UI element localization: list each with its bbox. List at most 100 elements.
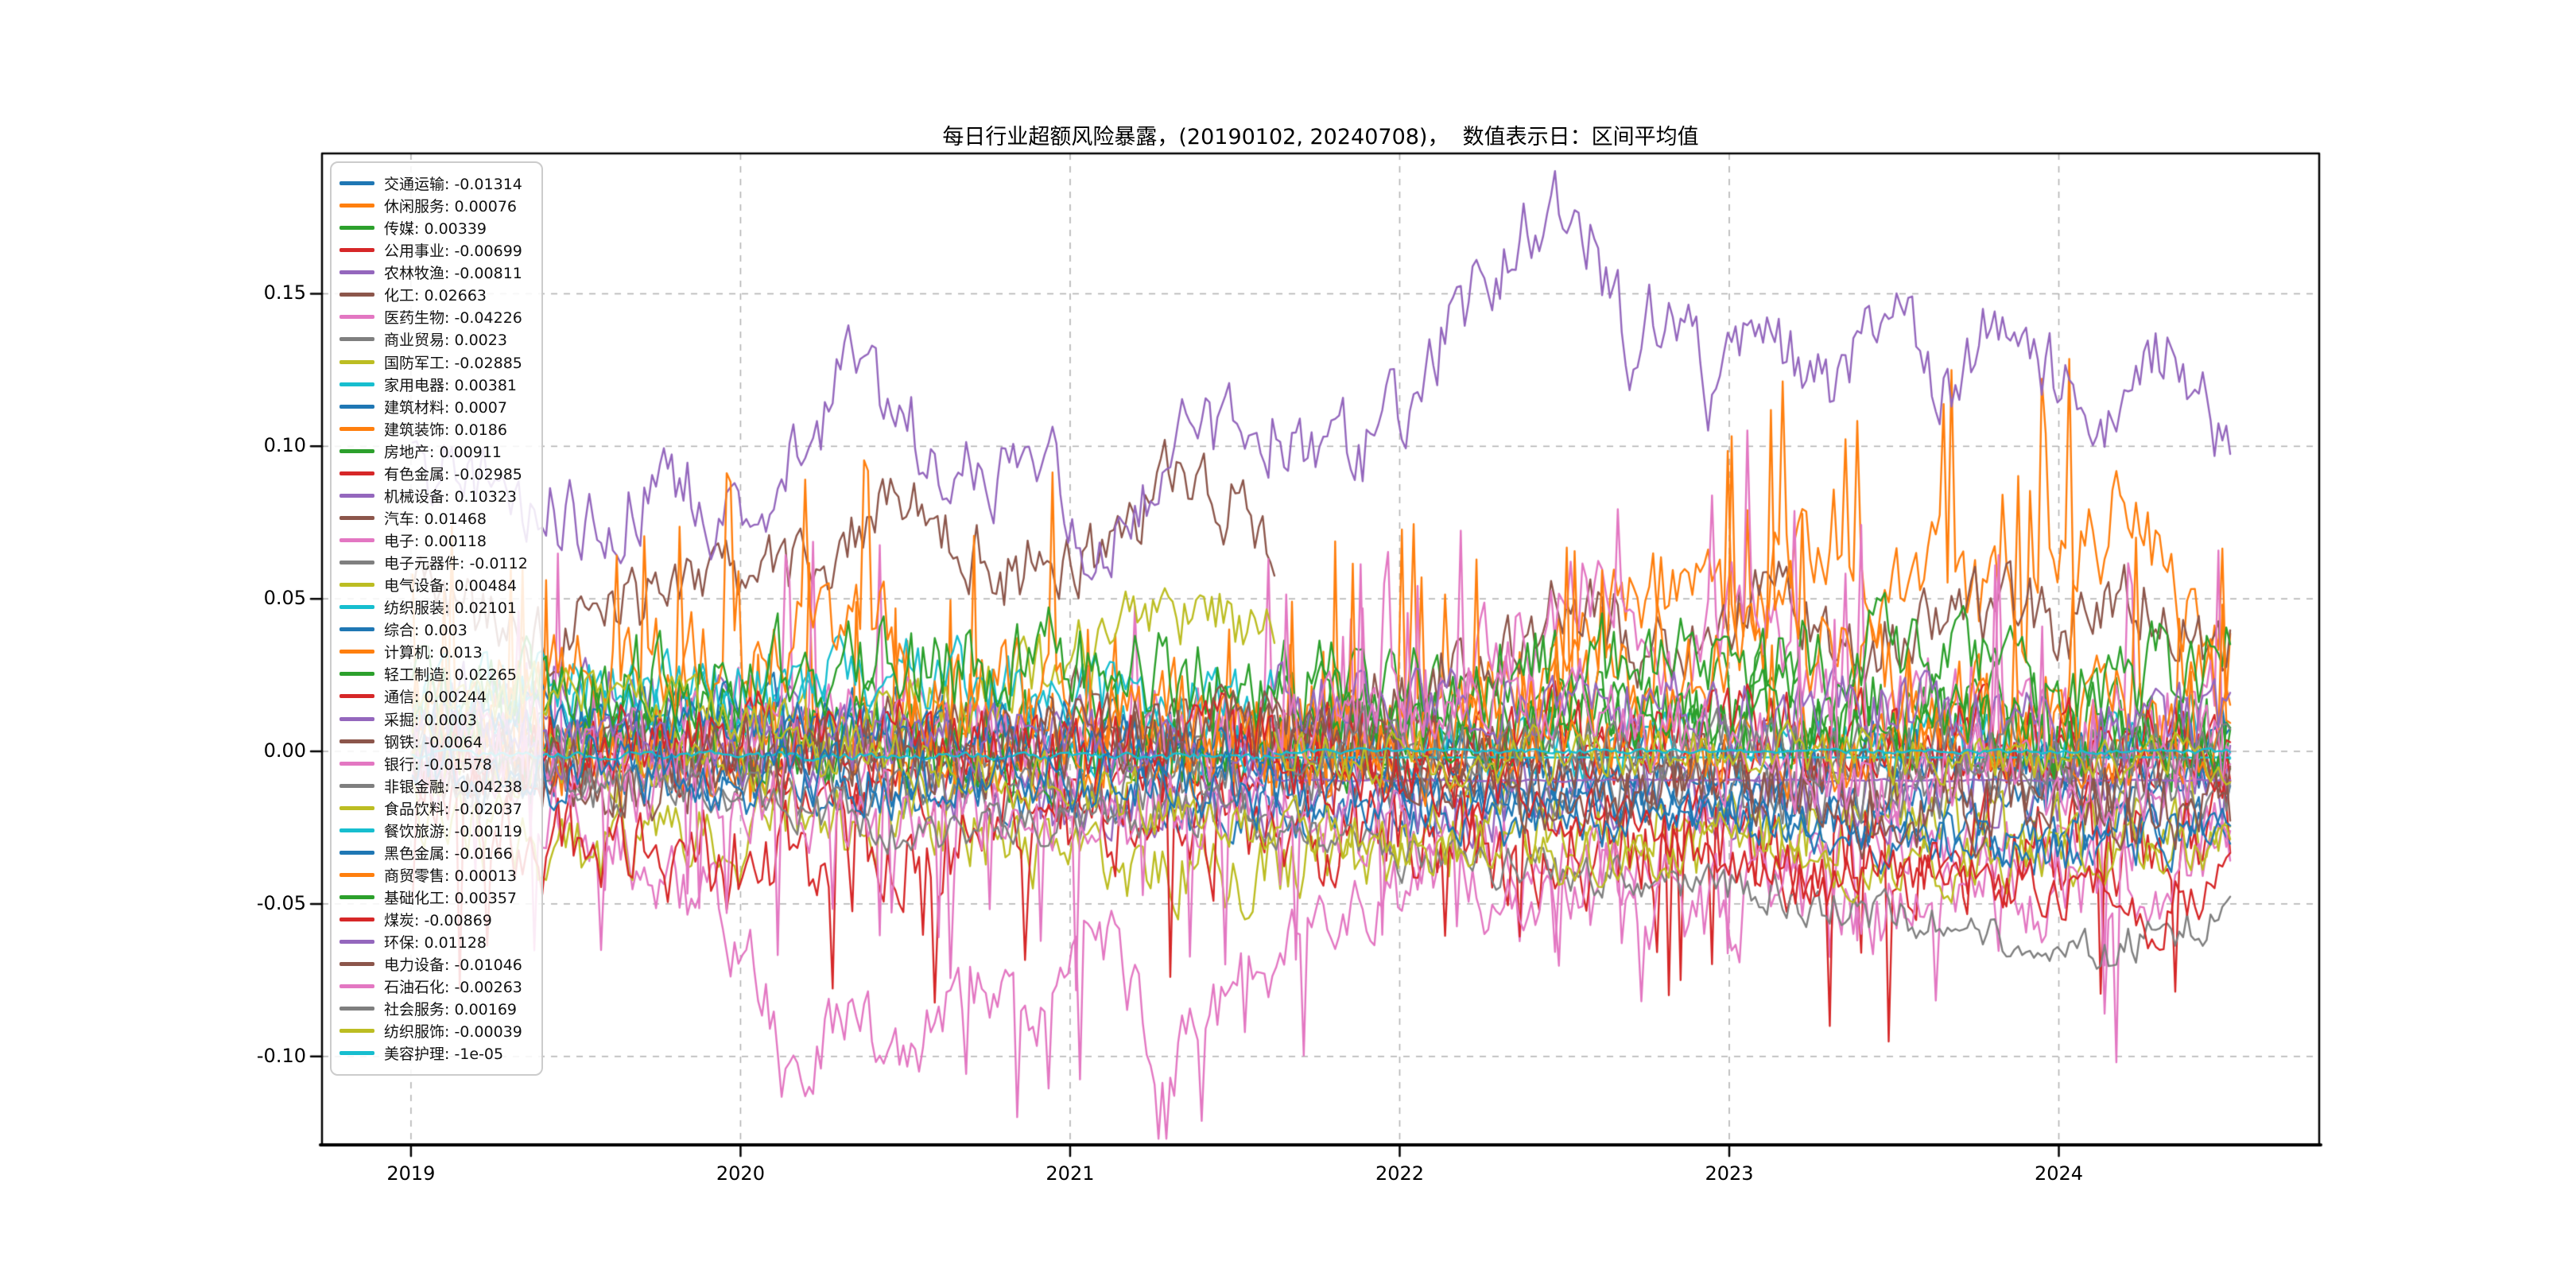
legend-line-swatch (339, 448, 374, 453)
y-axis-tick: 0.05 (263, 587, 306, 610)
legend-label: 综合: 0.003 (384, 622, 467, 640)
legend-label: 餐饮旅游: -0.00119 (384, 822, 522, 840)
legend-label: 医药生物: -0.04226 (384, 309, 522, 328)
legend-label: 纺织服饰: -0.00039 (384, 1023, 522, 1042)
legend-line-swatch (339, 226, 374, 231)
legend-line-swatch (339, 650, 374, 654)
legend-item: 电子元器件: -0.0112 (339, 552, 533, 573)
legend-label: 食品饮料: -0.02037 (384, 800, 522, 818)
legend-item: 石油石化: -0.00263 (339, 976, 533, 997)
legend-item: 黑色金属: -0.0166 (339, 842, 533, 863)
chart-title: 每日行业超额风险暴露，(20190102, 20240708)， 数值表示日：区… (942, 125, 1699, 149)
legend-line-swatch (339, 493, 374, 498)
legend-label: 商贸零售: 0.00013 (384, 867, 518, 885)
legend-item: 电气设备: 0.00484 (339, 574, 533, 596)
legend-label: 钢铁: -0.0064 (384, 733, 483, 751)
y-axis-tick: 0.10 (263, 434, 306, 457)
legend-line-swatch (339, 627, 374, 632)
legend-label: 电力设备: -0.01046 (384, 956, 522, 975)
x-axis-tick: 2019 (386, 1162, 436, 1185)
legend-line-swatch (339, 382, 374, 386)
legend-item: 煤炭: -0.00869 (339, 909, 533, 930)
legend-item: 公用事业: -0.00699 (339, 239, 533, 261)
legend-label: 石油石化: -0.00263 (384, 979, 522, 997)
legend-label: 电子: 0.00118 (384, 533, 487, 550)
legend-item: 医药生物: -0.04226 (339, 306, 533, 328)
legend-box: 交通运输: -0.01314 休闲服务: 0.00076 传媒: 0.00339 公用… (330, 161, 543, 1076)
legend-line-swatch (339, 337, 374, 342)
legend-line-swatch (339, 583, 374, 588)
legend-line-swatch (339, 293, 374, 297)
legend-item: 轻工制造: 0.02265 (339, 663, 533, 685)
legend-item: 农林牧渔: -0.00811 (339, 262, 533, 283)
legend-line-swatch (339, 850, 374, 855)
legend-label: 机械设备: 0.10323 (384, 487, 518, 506)
legend-line-swatch (339, 1051, 374, 1056)
x-axis-tick: 2020 (716, 1162, 765, 1185)
legend-label: 黑色金属: -0.0166 (384, 844, 513, 863)
legend-label: 交通运输: -0.01314 (384, 176, 522, 193)
x-axis-tick: 2022 (1375, 1162, 1425, 1185)
legend-item: 建筑材料: 0.0007 (339, 396, 533, 417)
legend-item: 电力设备: -0.01046 (339, 953, 533, 975)
legend-line-swatch (339, 805, 374, 810)
legend-line-swatch (339, 783, 374, 788)
legend-line-swatch (339, 315, 374, 320)
legend-item: 通信: 0.00244 (339, 685, 533, 707)
legend-line-swatch (339, 962, 374, 967)
legend-item: 银行: -0.01578 (339, 753, 533, 774)
legend-label: 建筑材料: 0.0007 (384, 398, 507, 417)
legend-line-swatch (339, 761, 374, 766)
legend-line-swatch (339, 404, 374, 409)
legend-item: 计算机: 0.013 (339, 641, 533, 662)
legend-item: 商贸零售: 0.00013 (339, 864, 533, 886)
legend-item: 建筑装饰: 0.0186 (339, 418, 533, 440)
legend-label: 农林牧渔: -0.00811 (384, 265, 522, 283)
legend-line-swatch (339, 1007, 374, 1011)
legend-label: 汽车: 0.01468 (384, 510, 487, 528)
legend-label: 非银金融: -0.04238 (384, 778, 522, 796)
legend-item: 美容护理: -1e-05 (339, 1042, 533, 1064)
legend-label: 传媒: 0.00339 (384, 220, 487, 239)
legend-line-swatch (339, 694, 374, 699)
legend-label: 采掘: 0.0003 (384, 711, 477, 729)
legend-line-swatch (339, 181, 374, 185)
legend-label: 商业贸易: 0.0023 (384, 332, 507, 350)
legend-label: 休闲服务: 0.00076 (384, 198, 518, 216)
legend-line-swatch (339, 270, 374, 275)
legend-item: 传媒: 0.00339 (339, 217, 533, 239)
legend-label: 轻工制造: 0.02265 (384, 666, 518, 685)
legend-item: 国防军工: -0.02885 (339, 351, 533, 373)
legend-line-swatch (339, 940, 374, 945)
legend-item: 休闲服务: 0.00076 (339, 195, 533, 216)
legend-label: 纺织服装: 0.02101 (384, 599, 518, 618)
legend-label: 美容护理: -1e-05 (384, 1046, 504, 1064)
legend-label: 基础化工: 0.00357 (384, 890, 518, 907)
legend-line-swatch (339, 561, 374, 565)
legend-item: 房地产: 0.00911 (339, 440, 533, 462)
legend-label: 银行: -0.01578 (384, 755, 492, 774)
legend-line-swatch (339, 426, 374, 431)
legend-line-swatch (339, 672, 374, 677)
legend-item: 非银金融: -0.04238 (339, 775, 533, 797)
legend-label: 通信: 0.00244 (384, 689, 487, 707)
legend-label: 计算机: 0.013 (384, 644, 483, 662)
legend-line-swatch (339, 895, 374, 899)
x-axis-tick: 2024 (2034, 1162, 2084, 1185)
x-axis-tick: 2021 (1046, 1162, 1095, 1185)
legend-label: 房地产: 0.00911 (384, 443, 502, 461)
legend-item: 钢铁: -0.0064 (339, 731, 533, 752)
x-axis-tick: 2023 (1705, 1162, 1754, 1185)
legend-line-swatch (339, 359, 374, 364)
legend-item: 社会服务: 0.00169 (339, 998, 533, 1019)
legend-item: 化工: 0.02663 (339, 284, 533, 305)
legend-line-swatch (339, 538, 374, 542)
legend-line-swatch (339, 739, 374, 743)
legend-label: 社会服务: 0.00169 (384, 1001, 518, 1019)
y-axis-tick: 0.15 (263, 281, 306, 305)
legend-label: 国防军工: -0.02885 (384, 354, 522, 372)
legend-item: 家用电器: 0.00381 (339, 374, 533, 395)
legend-label: 建筑装饰: 0.0186 (384, 421, 507, 439)
legend-line-swatch (339, 248, 374, 253)
